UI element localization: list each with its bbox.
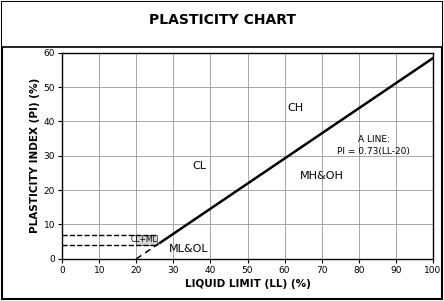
Text: CL+ML: CL+ML [131,235,157,244]
Text: CL: CL [192,161,206,171]
Bar [2,2,442,47]
Text: A LINE:
PI = 0.73(LL-20): A LINE: PI = 0.73(LL-20) [337,135,410,156]
Text: MH&OH: MH&OH [300,171,344,182]
X-axis label: LIQUID LIMIT (LL) (%): LIQUID LIMIT (LL) (%) [185,279,310,289]
Y-axis label: PLASTICITY INDEX (PI) (%): PLASTICITY INDEX (PI) (%) [30,78,40,233]
Text: CH: CH [288,103,304,113]
Text: ML&OL: ML&OL [168,244,208,254]
Text: PLASTICITY CHART: PLASTICITY CHART [148,13,296,27]
Bar [136,235,157,245]
